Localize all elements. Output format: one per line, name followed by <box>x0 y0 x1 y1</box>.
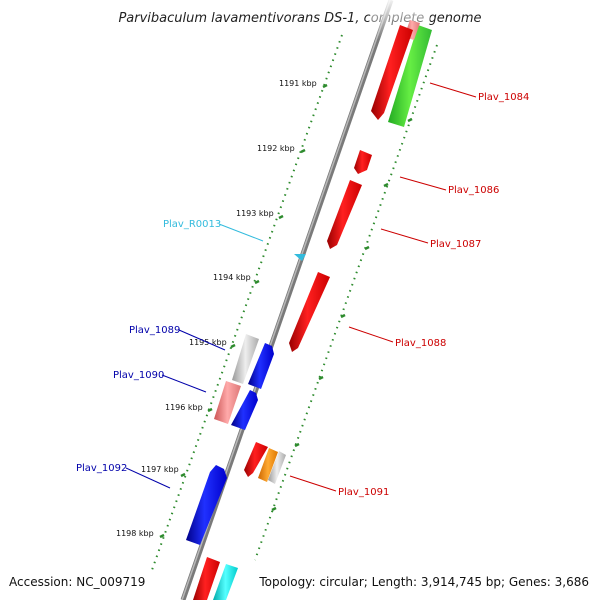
leader-plav-r0013 <box>218 223 264 242</box>
tick-label: 1194 kbp <box>213 273 251 282</box>
tick-mark <box>159 533 165 539</box>
label-plav-1088[interactable]: Plav_1088 <box>395 338 446 349</box>
gene-plav-1092[interactable] <box>186 465 227 545</box>
tick-mark <box>271 506 277 512</box>
tick-mark <box>383 182 389 188</box>
gene-plav-1088[interactable] <box>289 272 330 352</box>
tick-label: 1198 kbp <box>116 529 154 538</box>
leader-plav-1084 <box>429 82 477 98</box>
label-plav-1086[interactable]: Plav_1086 <box>448 185 499 196</box>
label-plav-1090[interactable]: Plav_1090 <box>113 370 164 381</box>
tick-mark <box>180 472 186 478</box>
forward-strand-features <box>193 20 432 600</box>
tick-mark <box>300 148 306 154</box>
gene-plav-1090-blue[interactable] <box>231 390 258 430</box>
tick-mark <box>230 343 236 349</box>
leader-plav-1086 <box>399 176 447 191</box>
leader-plav-1092 <box>125 467 171 489</box>
gene-plav-1087[interactable] <box>327 180 362 249</box>
gene-plav-1090[interactable] <box>214 381 241 424</box>
leader-plav-1089 <box>178 329 226 351</box>
gene-bottom-red[interactable] <box>193 557 220 600</box>
gene-plav-1089-blue[interactable] <box>248 343 274 389</box>
gene-plav-1091-gray[interactable] <box>268 451 286 484</box>
tick-mark <box>340 313 346 319</box>
tick-mark <box>294 442 300 448</box>
label-plav-1084[interactable]: Plav_1084 <box>478 92 529 103</box>
gene-bottom-cyan[interactable] <box>213 564 238 600</box>
leader-lines <box>125 82 477 492</box>
tick-mark <box>278 214 284 220</box>
leader-plav-1088 <box>348 326 394 343</box>
leader-plav-1091 <box>289 475 337 492</box>
label-plav-1091[interactable]: Plav_1091 <box>338 487 389 498</box>
reverse-strand-features <box>186 254 306 545</box>
label-plav-1089[interactable]: Plav_1089 <box>129 325 180 336</box>
left-major-ticks <box>159 83 328 539</box>
tick-mark <box>207 407 213 413</box>
tick-label: 1193 kbp <box>236 209 274 218</box>
tick-mark <box>364 245 370 251</box>
rna-plav-r0013[interactable] <box>294 254 306 261</box>
gene-plav-1091-red[interactable] <box>244 442 268 477</box>
label-plav-r0013[interactable]: Plav_R0013 <box>163 219 221 230</box>
leader-plav-1087 <box>380 228 429 244</box>
tick-label: 1192 kbp <box>257 144 295 153</box>
tick-mark <box>322 83 328 89</box>
right-major-ticks <box>271 117 413 512</box>
gene-plav-1086[interactable] <box>354 150 372 174</box>
gene-plav-1089[interactable] <box>232 334 259 384</box>
tick-mark <box>318 375 324 381</box>
tick-label: 1196 kbp <box>165 403 203 412</box>
genome-backbone <box>180 0 394 600</box>
gene-plav-1084-green[interactable] <box>388 25 432 127</box>
leader-plav-1090 <box>161 374 207 393</box>
label-plav-1092[interactable]: Plav_1092 <box>76 463 127 474</box>
gene-plav-1091-orange[interactable] <box>258 448 278 482</box>
gene-plav-1084-red[interactable] <box>371 25 413 120</box>
genome-summary-text: Topology: circular; Length: 3,914,745 bp… <box>258 575 589 589</box>
tick-label: 1197 kbp <box>141 465 179 474</box>
tick-mark <box>407 117 413 123</box>
right-tick-track <box>254 44 438 561</box>
label-plav-1087[interactable]: Plav_1087 <box>430 239 481 250</box>
tick-label: 1191 kbp <box>279 79 317 88</box>
tick-mark <box>254 279 260 285</box>
accession-text: Accession: NC_009719 <box>9 575 145 589</box>
